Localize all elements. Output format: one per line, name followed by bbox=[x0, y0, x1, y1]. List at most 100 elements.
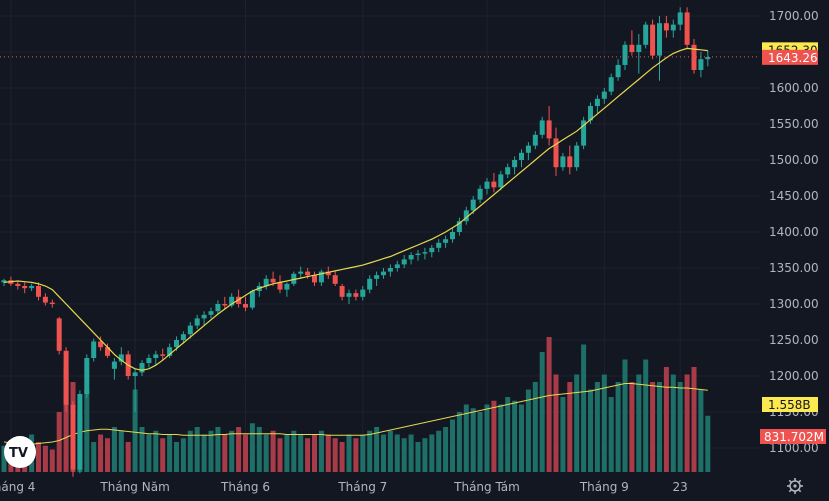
candle-body bbox=[608, 77, 614, 92]
volume-bar bbox=[346, 434, 352, 472]
volume-bar bbox=[56, 412, 62, 472]
candle-body bbox=[56, 318, 62, 351]
candle-body bbox=[670, 24, 676, 31]
settings-gear-icon[interactable] bbox=[787, 478, 803, 494]
volume-bar bbox=[525, 389, 531, 472]
y-tick-label: 1300.00 bbox=[769, 297, 819, 311]
candle-body bbox=[84, 358, 90, 394]
candle-body bbox=[139, 363, 145, 373]
candle-body bbox=[553, 138, 559, 168]
volume-bar bbox=[194, 427, 200, 472]
volume-bar bbox=[132, 389, 138, 472]
volume-bar bbox=[408, 434, 414, 472]
volume-bar bbox=[670, 374, 676, 472]
candle bbox=[401, 255, 407, 268]
candle bbox=[98, 336, 104, 351]
candle-body bbox=[615, 64, 621, 78]
y-tick-label: 1500.00 bbox=[769, 153, 819, 167]
volume-bar bbox=[42, 445, 48, 472]
candle-body bbox=[222, 304, 228, 306]
candle bbox=[1, 278, 7, 286]
volume-bar bbox=[594, 382, 600, 472]
candle bbox=[629, 30, 635, 56]
candle-body bbox=[111, 361, 117, 369]
candle-body bbox=[298, 271, 304, 274]
candle bbox=[608, 73, 614, 96]
volume-bar bbox=[581, 344, 587, 472]
volume-bar bbox=[208, 430, 214, 472]
candle bbox=[153, 350, 159, 366]
candle bbox=[29, 283, 35, 292]
candle-body bbox=[291, 273, 297, 284]
candle-body bbox=[360, 289, 366, 297]
volume-bar bbox=[636, 374, 642, 472]
volume-bar bbox=[484, 404, 490, 472]
volume-bar bbox=[367, 430, 373, 472]
volume-bar bbox=[36, 442, 41, 472]
candle-body bbox=[243, 304, 248, 308]
candle bbox=[443, 235, 449, 248]
volume-bar bbox=[470, 408, 476, 472]
volume-bar bbox=[691, 367, 697, 472]
candle-body bbox=[187, 325, 193, 335]
candle-body bbox=[484, 181, 490, 189]
candle-body bbox=[401, 259, 407, 265]
candlesticks[interactable] bbox=[1, 7, 711, 477]
tradingview-logo[interactable]: TV bbox=[4, 436, 36, 468]
candle-body bbox=[574, 145, 580, 168]
volume-bar bbox=[215, 427, 221, 472]
y-tick-label: 1550.00 bbox=[769, 117, 819, 131]
candle bbox=[456, 217, 462, 236]
candle bbox=[201, 311, 207, 326]
volume-bar bbox=[263, 434, 269, 472]
last-price-label: 1643.26 bbox=[768, 51, 818, 65]
candle bbox=[318, 269, 324, 286]
volume-bar bbox=[387, 430, 393, 472]
candle bbox=[346, 289, 352, 304]
candle-body bbox=[160, 354, 166, 356]
candle-body bbox=[519, 152, 524, 160]
volume-bar bbox=[422, 438, 428, 472]
candle-body bbox=[305, 271, 311, 276]
candle bbox=[146, 354, 152, 368]
candle bbox=[463, 206, 469, 225]
candle-body bbox=[394, 264, 400, 268]
candle bbox=[291, 271, 297, 286]
candle bbox=[539, 116, 545, 139]
candle bbox=[332, 271, 338, 286]
candle bbox=[698, 52, 704, 78]
candle-body bbox=[650, 24, 656, 56]
volume-bar bbox=[167, 434, 173, 472]
volume-bar bbox=[353, 438, 359, 472]
candle-body bbox=[180, 334, 186, 340]
candle bbox=[84, 354, 90, 398]
candle bbox=[36, 282, 41, 301]
volume-ma-badge: 1.558B bbox=[762, 397, 818, 412]
volume-bar bbox=[601, 374, 607, 472]
candle-body bbox=[98, 341, 104, 348]
volume-bar bbox=[291, 430, 297, 472]
candle-body bbox=[512, 160, 518, 168]
candle bbox=[208, 307, 214, 319]
volume-bar bbox=[622, 359, 628, 472]
moving-average-line bbox=[3, 47, 708, 371]
candle bbox=[594, 95, 600, 114]
time-axis[interactable]: Tháng 4 Tháng Năm Tháng 6 Tháng 7 Tháng Tám T… bbox=[0, 480, 688, 494]
candle-body bbox=[63, 350, 69, 405]
candle bbox=[422, 247, 428, 260]
volume-bar bbox=[519, 404, 524, 472]
volume-bar bbox=[574, 374, 580, 472]
ma-path bbox=[3, 47, 708, 371]
candle bbox=[615, 59, 621, 81]
volume-bar bbox=[539, 352, 545, 472]
candle-body bbox=[581, 120, 587, 146]
candle bbox=[512, 156, 518, 175]
logo-text: TV bbox=[9, 446, 28, 461]
x-tick-label: Tháng 4 bbox=[0, 480, 35, 494]
candle bbox=[139, 360, 145, 376]
candle bbox=[249, 289, 255, 310]
candle bbox=[360, 286, 366, 301]
candle bbox=[532, 131, 538, 150]
volume-bar bbox=[360, 434, 366, 472]
